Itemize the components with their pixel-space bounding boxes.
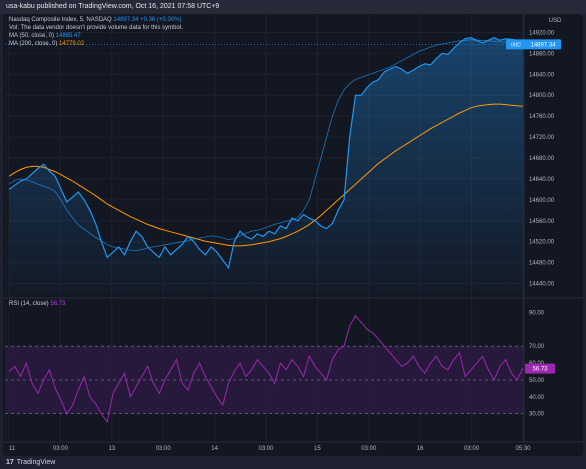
symbol-value: 14897.34 +0.36 (+0.00%) [113, 17, 182, 23]
time-tick-label: 16 [417, 446, 424, 452]
ma200-label: MA (200, close, 0) [9, 41, 58, 47]
price-tick-label: 14880.00 [529, 51, 555, 57]
time-tick-label: 14 [211, 446, 218, 452]
currency-label: USD [549, 18, 562, 24]
price-tick-label: 14800.00 [529, 93, 555, 99]
time-tick-label: 03:00 [258, 446, 274, 452]
ma200-value: 14779.02 [59, 41, 85, 47]
ma50-line [8, 39, 523, 252]
last-price-tag-symbol-bg [506, 39, 526, 50]
rsi-tick-label: 30.00 [529, 412, 545, 418]
price-tick-label: 14760.00 [529, 114, 555, 120]
rsi-tick-label: 40.00 [529, 395, 545, 401]
rsi-tick-label: 50.00 [529, 378, 545, 384]
price-tick-label: 14440.00 [529, 282, 555, 288]
rsi-tick-label: 90.00 [529, 310, 545, 316]
rsi-last-tag-value: 56.73 [532, 367, 548, 373]
ma50-label: MA (50, close, 0) [9, 33, 55, 39]
publish-info: usa-kabu published on TradingView.com, O… [0, 0, 586, 14]
vol-legend: Vol: The data vendor doesn't provide vol… [9, 25, 183, 31]
price-tick-label: 14560.00 [529, 219, 555, 225]
chart-canvas[interactable]: 11 03:00 13 03:00 14 03:00 15 03:00 16 03:00 05:30… [3, 14, 583, 456]
time-tick-label: 05:30 [515, 446, 531, 452]
price-tick-label: 14720.00 [529, 135, 555, 141]
price-tick-label: 14600.00 [529, 198, 555, 204]
rsi-legend: RSI (14, close) 56.73 [9, 300, 65, 308]
rsi-line [8, 314, 524, 424]
symbol-name: Nasdaq Composite Index, 5, NASDAQ [9, 17, 112, 23]
time-tick-label: 03:00 [156, 446, 172, 452]
price-line [8, 37, 524, 270]
time-tick-label: 13 [108, 446, 115, 452]
last-price-tag-bg [525, 39, 561, 50]
price-tick-label: 14840.00 [529, 72, 555, 78]
tradingview-brand[interactable]: 17 TradingView [6, 456, 55, 469]
rsi-tick-label: 70.00 [529, 344, 545, 350]
ma50-value: 14885.47 [55, 33, 81, 39]
symbol-legend: Nasdaq Composite Index, 5, NASDAQ 14897.… [9, 16, 181, 24]
price-tick-label: 14640.00 [529, 177, 555, 183]
footer: 17 TradingView [0, 456, 586, 469]
last-price-tag-symbol: IXIC [511, 42, 521, 48]
time-tick-label: 15 [314, 446, 321, 452]
rsi-value: 56.73 [50, 301, 66, 307]
price-tick-label: 14920.00 [529, 30, 555, 36]
price-tick-label: 14680.00 [529, 156, 555, 162]
price-tick-label: 14480.00 [529, 261, 555, 267]
time-tick-label: 03:00 [464, 446, 480, 452]
ma200-legend: MA (200, close, 0) 14779.02 [9, 40, 84, 48]
rsi-last-tag-bg [525, 363, 555, 374]
ma50-legend: MA (50, close, 0) 14885.47 [9, 32, 81, 40]
time-tick-label: 11 [9, 446, 16, 452]
tradingview-logo-icon: 17 [6, 459, 14, 466]
chart-area[interactable]: 11 03:00 13 03:00 14 03:00 15 03:00 16 03:00 05:30… [3, 14, 583, 456]
price-area-fill [9, 37, 523, 294]
time-tick-label: 03:00 [361, 446, 377, 452]
price-tick-label: 14520.00 [529, 240, 555, 246]
last-price-tag-value: 14897.34 [530, 42, 556, 48]
rsi-label: RSI (14, close) [9, 301, 49, 307]
ma200-line [8, 103, 524, 247]
time-tick-label: 03:00 [53, 446, 69, 452]
brand-name: TradingView [16, 459, 56, 466]
